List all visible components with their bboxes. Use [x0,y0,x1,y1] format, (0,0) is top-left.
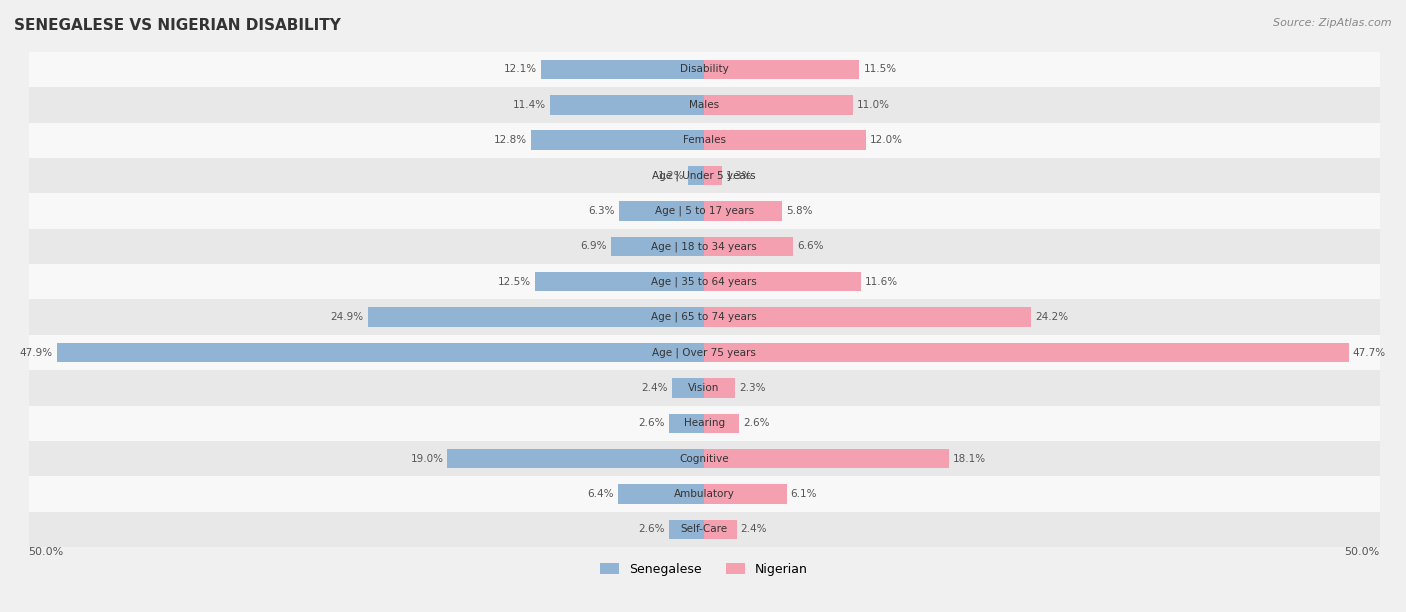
Text: Age | Over 75 years: Age | Over 75 years [652,347,756,358]
Bar [688,166,704,185]
Bar [672,378,704,398]
Bar [536,272,704,291]
Text: Age | 5 to 17 years: Age | 5 to 17 years [655,206,754,216]
Bar [704,484,786,504]
Text: Self-Care: Self-Care [681,524,728,534]
Bar [28,264,1379,299]
Bar [610,237,704,256]
Text: 47.7%: 47.7% [1353,348,1386,357]
Bar [704,237,793,256]
Text: 50.0%: 50.0% [1344,547,1379,557]
Bar [28,476,1379,512]
Bar [704,60,859,79]
Bar [28,122,1379,158]
Text: SENEGALESE VS NIGERIAN DISABILITY: SENEGALESE VS NIGERIAN DISABILITY [14,18,340,34]
Text: Ambulatory: Ambulatory [673,489,734,499]
Bar [704,414,740,433]
Text: 6.1%: 6.1% [790,489,817,499]
Bar [28,512,1379,547]
Bar [28,229,1379,264]
Legend: Senegalese, Nigerian: Senegalese, Nigerian [595,558,813,581]
Bar [28,406,1379,441]
Text: Age | 18 to 34 years: Age | 18 to 34 years [651,241,756,252]
Bar [704,520,737,539]
Text: Males: Males [689,100,718,110]
Text: 11.0%: 11.0% [856,100,890,110]
Text: Vision: Vision [689,383,720,393]
Text: 47.9%: 47.9% [20,348,53,357]
Text: Age | 65 to 74 years: Age | 65 to 74 years [651,312,756,323]
Bar [704,378,735,398]
Bar [704,307,1031,327]
Bar [669,520,704,539]
Text: Age | 35 to 64 years: Age | 35 to 64 years [651,277,756,287]
Bar [704,449,949,468]
Bar [28,441,1379,476]
Text: 2.6%: 2.6% [638,524,665,534]
Text: 12.0%: 12.0% [870,135,903,145]
Bar [669,414,704,433]
Text: Source: ZipAtlas.com: Source: ZipAtlas.com [1274,18,1392,28]
Bar [28,87,1379,122]
Bar [28,370,1379,406]
Text: 6.9%: 6.9% [581,241,607,252]
Text: 18.1%: 18.1% [953,453,986,464]
Text: 2.6%: 2.6% [638,419,665,428]
Text: 11.6%: 11.6% [865,277,898,287]
Text: 2.6%: 2.6% [744,419,769,428]
Text: 6.3%: 6.3% [589,206,614,216]
Bar [704,343,1348,362]
Text: 5.8%: 5.8% [786,206,813,216]
Bar [704,130,866,150]
Bar [550,95,704,114]
Bar [28,299,1379,335]
Bar [28,158,1379,193]
Text: 12.1%: 12.1% [503,64,537,75]
Text: Disability: Disability [679,64,728,75]
Bar [28,52,1379,87]
Text: 6.6%: 6.6% [797,241,824,252]
Bar [704,95,852,114]
Bar [619,201,704,221]
Text: 11.5%: 11.5% [863,64,897,75]
Text: Hearing: Hearing [683,419,724,428]
Bar [447,449,704,468]
Text: 24.9%: 24.9% [330,312,364,322]
Text: 2.4%: 2.4% [741,524,768,534]
Text: Females: Females [682,135,725,145]
Bar [367,307,704,327]
Text: 24.2%: 24.2% [1035,312,1069,322]
Text: 6.4%: 6.4% [588,489,613,499]
Text: 12.8%: 12.8% [494,135,527,145]
Text: 50.0%: 50.0% [28,547,63,557]
Bar [704,272,860,291]
Bar [617,484,704,504]
Text: 2.4%: 2.4% [641,383,668,393]
Text: 1.3%: 1.3% [725,171,752,181]
Bar [28,335,1379,370]
Text: 2.3%: 2.3% [740,383,766,393]
Text: 1.2%: 1.2% [658,171,683,181]
Text: Cognitive: Cognitive [679,453,728,464]
Bar [56,343,704,362]
Bar [704,166,721,185]
Bar [28,193,1379,229]
Bar [704,201,783,221]
Text: 11.4%: 11.4% [513,100,546,110]
Text: 12.5%: 12.5% [498,277,531,287]
Text: 19.0%: 19.0% [411,453,443,464]
Bar [531,130,704,150]
Text: Age | Under 5 years: Age | Under 5 years [652,170,756,181]
Bar [540,60,704,79]
